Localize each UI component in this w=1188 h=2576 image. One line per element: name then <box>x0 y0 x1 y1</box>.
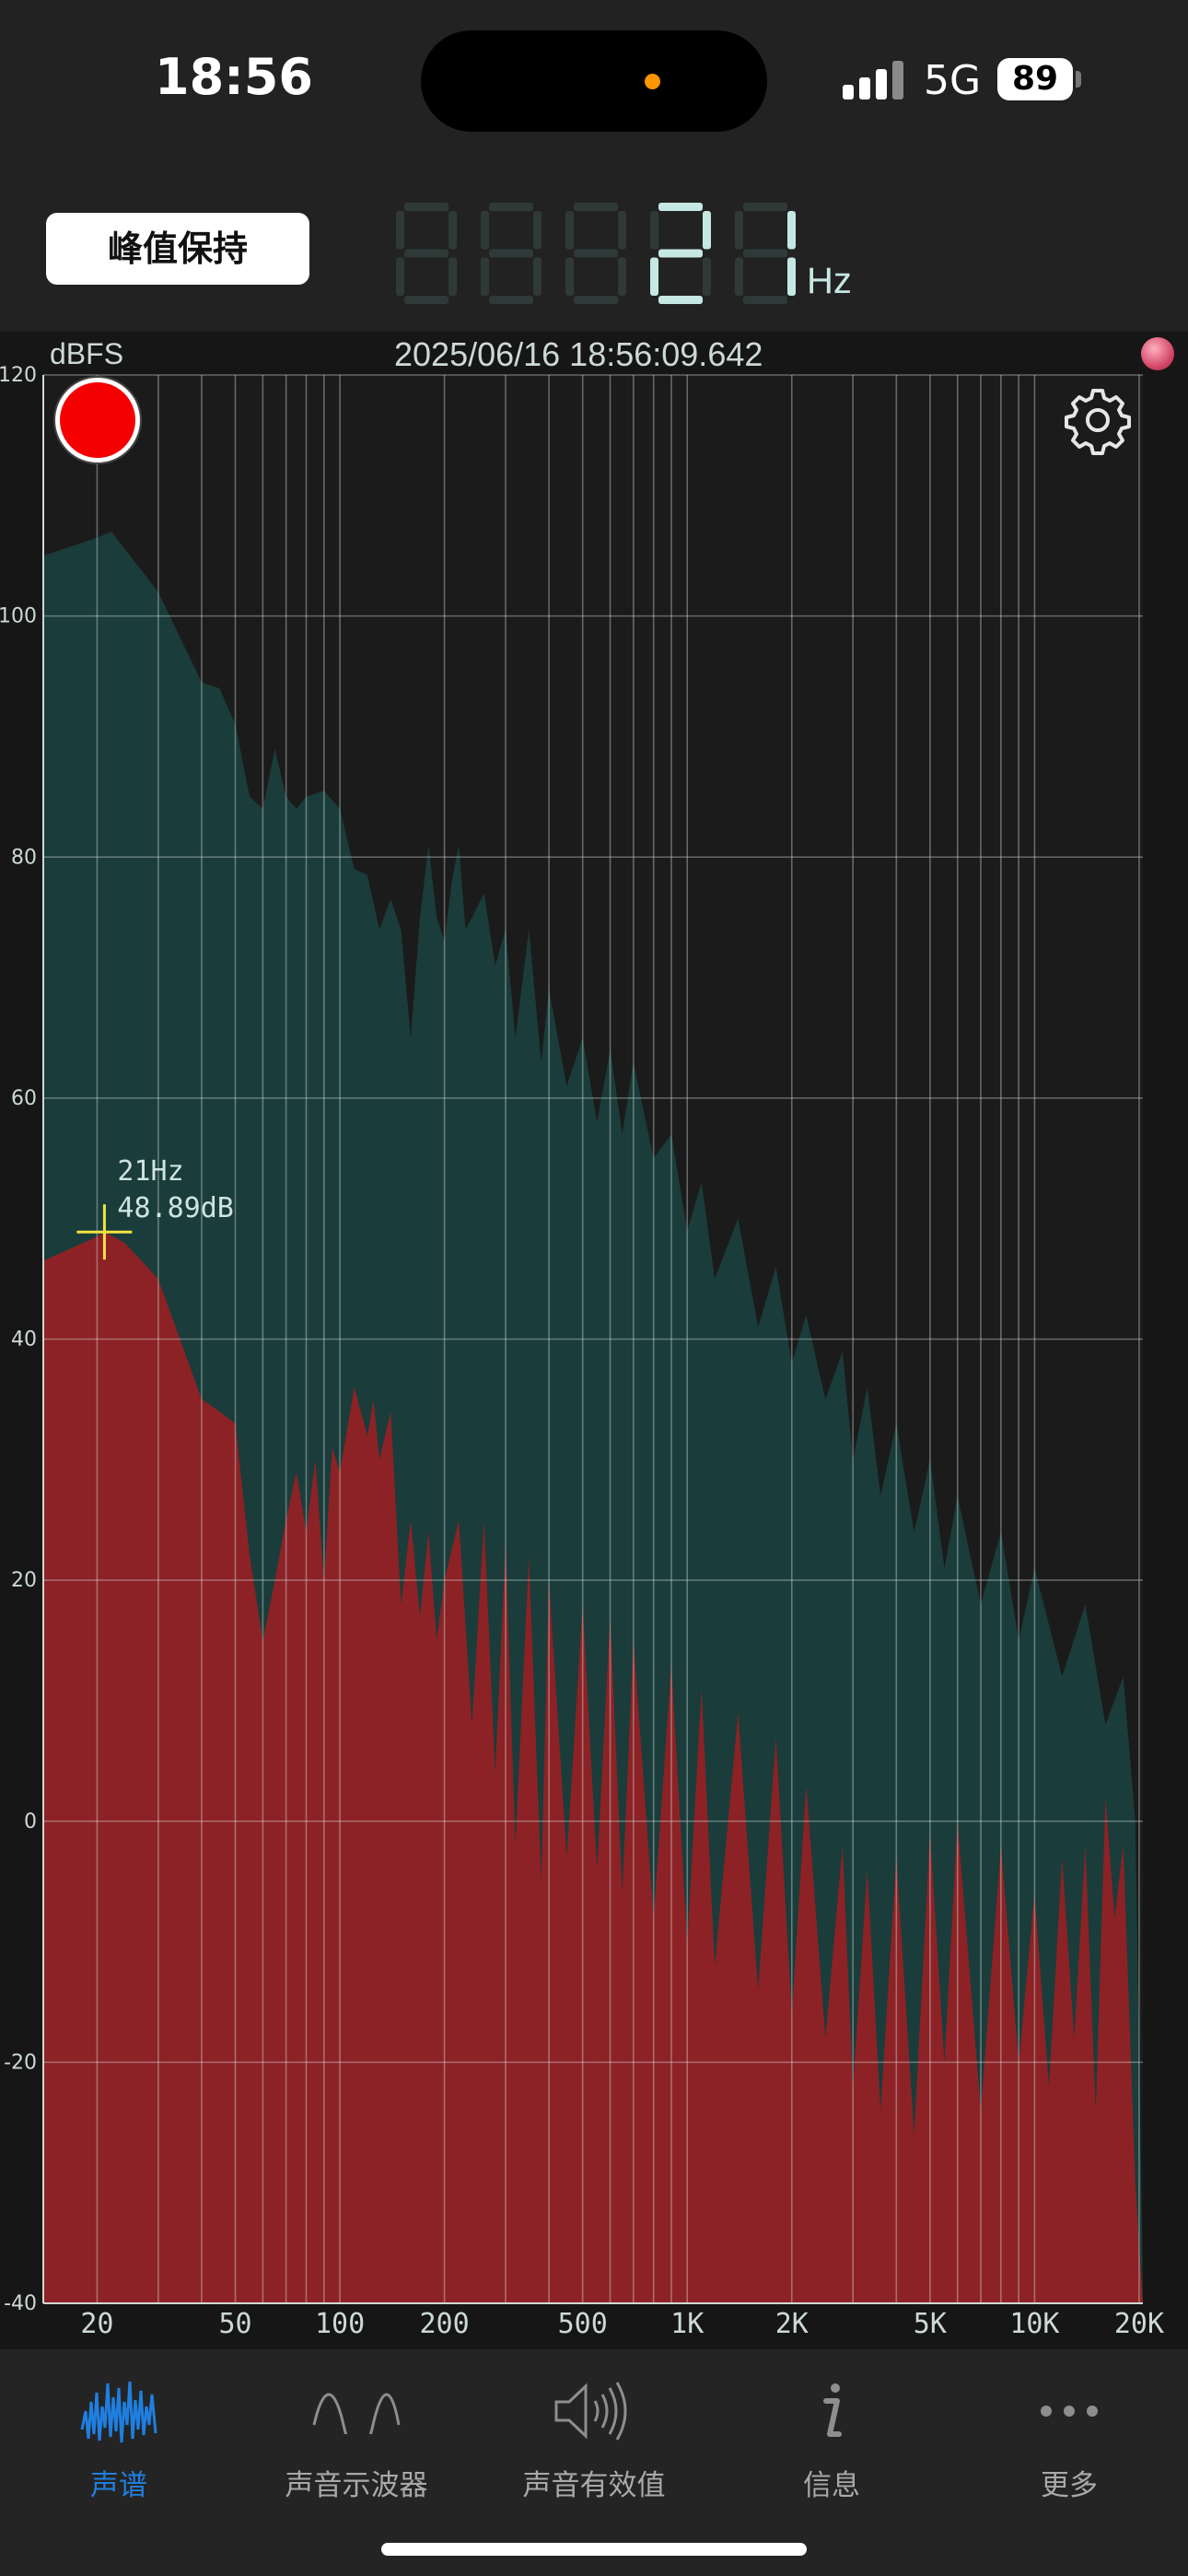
tab-label: 信息 <box>803 2469 860 2502</box>
frequency-unit: Hz <box>807 261 852 301</box>
digit-segment <box>404 249 448 258</box>
y-tick-label: 0 <box>24 1810 37 1833</box>
digit-segment <box>574 296 618 304</box>
digit-segment <box>787 211 796 250</box>
frequency-digit-display <box>396 203 796 304</box>
digit-segment <box>489 296 533 304</box>
y-tick-label: -20 <box>4 2051 37 2074</box>
y-tick-label: 20 <box>11 1569 37 1592</box>
digit-segment <box>533 257 542 296</box>
digit-segment <box>489 249 533 258</box>
tab-rms[interactable]: 声音有效值 <box>475 2349 713 2534</box>
digit-segment <box>618 257 626 296</box>
digit-segment <box>735 211 743 250</box>
frequency-digit <box>481 203 542 304</box>
digit-segment <box>658 296 703 304</box>
digit-segment <box>533 211 542 250</box>
x-tick-label: 50 <box>218 2308 251 2340</box>
cursor-frequency-label: 21Hz <box>117 1155 183 1188</box>
digit-segment <box>650 211 658 250</box>
digit-segment <box>448 257 457 296</box>
x-tick-label: 100 <box>315 2308 365 2340</box>
x-tick-label: 10K <box>1009 2308 1059 2340</box>
bottom-tab-bar: 声谱 声音示波器 声音有效值 信息 <box>0 2349 1188 2576</box>
y-unit-label: dBFS <box>50 337 124 370</box>
digit-segment <box>703 211 711 250</box>
capture-timestamp: 2025/06/16 18:56:09.642 <box>394 335 763 373</box>
y-tick-label: 80 <box>11 846 37 869</box>
digit-segment <box>743 203 787 211</box>
digit-segment <box>404 203 448 211</box>
frequency-digit <box>735 203 796 304</box>
digit-segment <box>658 249 703 258</box>
digit-segment <box>404 296 448 304</box>
home-indicator <box>381 2543 807 2556</box>
live-spectrum-area <box>43 1232 1143 2303</box>
digit-segment <box>448 211 457 250</box>
tab-label: 声音示波器 <box>285 2469 428 2502</box>
digit-segment <box>574 203 618 211</box>
tab-label: 声谱 <box>90 2469 147 2502</box>
x-tick-label: 1K <box>670 2308 704 2340</box>
y-tick-label: 120 <box>0 364 37 387</box>
privacy-indicator-dot <box>645 74 660 89</box>
x-tick-label: 2K <box>775 2308 809 2340</box>
frequency-digit <box>565 203 626 304</box>
x-tick-label: 500 <box>558 2308 608 2340</box>
x-tick-label: 20K <box>1114 2308 1164 2340</box>
digit-segment <box>481 257 489 296</box>
digit-segment <box>396 211 404 250</box>
digit-segment <box>787 257 796 296</box>
tab-info[interactable]: 信息 <box>713 2349 950 2534</box>
digit-segment <box>565 257 574 296</box>
x-tick-label: 20 <box>80 2308 113 2340</box>
spectrum-icon <box>0 2370 238 2453</box>
y-tick-label: 40 <box>11 1329 37 1352</box>
frequency-digit <box>396 203 457 304</box>
cursor-level-label: 48.89dB <box>117 1192 233 1224</box>
x-tick-label: 5K <box>914 2308 947 2340</box>
digit-segment <box>703 257 711 296</box>
dynamic-island <box>421 30 767 132</box>
digit-segment <box>396 257 404 296</box>
digit-segment <box>565 211 574 250</box>
digit-segment <box>658 203 703 211</box>
more-icon <box>950 2370 1188 2453</box>
speaker-icon <box>475 2370 713 2453</box>
battery-icon: 89 <box>997 58 1073 100</box>
y-tick-label: -40 <box>4 2292 37 2315</box>
cursor-crosshair <box>76 1204 133 1260</box>
digit-segment <box>489 203 533 211</box>
tab-more[interactable]: 更多 <box>950 2349 1188 2534</box>
digit-segment <box>735 257 743 296</box>
digit-segment <box>743 296 787 304</box>
tab-spectrum[interactable]: 声谱 <box>0 2349 238 2534</box>
gear-icon[interactable] <box>1063 385 1133 455</box>
digit-segment <box>743 249 787 258</box>
y-tick-label: 60 <box>11 1087 37 1110</box>
network-type: 5G <box>924 57 982 104</box>
digit-segment <box>574 249 618 258</box>
tab-label: 声音有效值 <box>522 2469 666 2502</box>
spectrum-chart-area[interactable]: 120 100 80 60 40 20 0 -20 -40 20 50 100 200 500 1K 2K 5K… <box>0 332 1188 2349</box>
info-icon <box>713 2370 950 2453</box>
x-tick-label: 200 <box>420 2308 470 2340</box>
digit-segment <box>481 211 489 250</box>
y-tick-label: 100 <box>0 605 37 628</box>
tab-label: 更多 <box>1041 2469 1098 2502</box>
digit-segment <box>650 257 658 296</box>
status-dot-icon <box>1141 337 1174 370</box>
tab-oscilloscope[interactable]: 声音示波器 <box>238 2349 475 2534</box>
status-time: 18:56 <box>155 48 313 106</box>
record-icon[interactable] <box>55 378 140 463</box>
peak-hold-button[interactable]: 峰值保持 <box>46 213 309 285</box>
cellular-signal-icon <box>843 61 903 100</box>
waveform-icon <box>238 2370 475 2453</box>
battery-tip <box>1076 71 1081 88</box>
digit-segment <box>618 211 626 250</box>
frequency-digit <box>650 203 711 304</box>
grid <box>43 374 1143 2304</box>
